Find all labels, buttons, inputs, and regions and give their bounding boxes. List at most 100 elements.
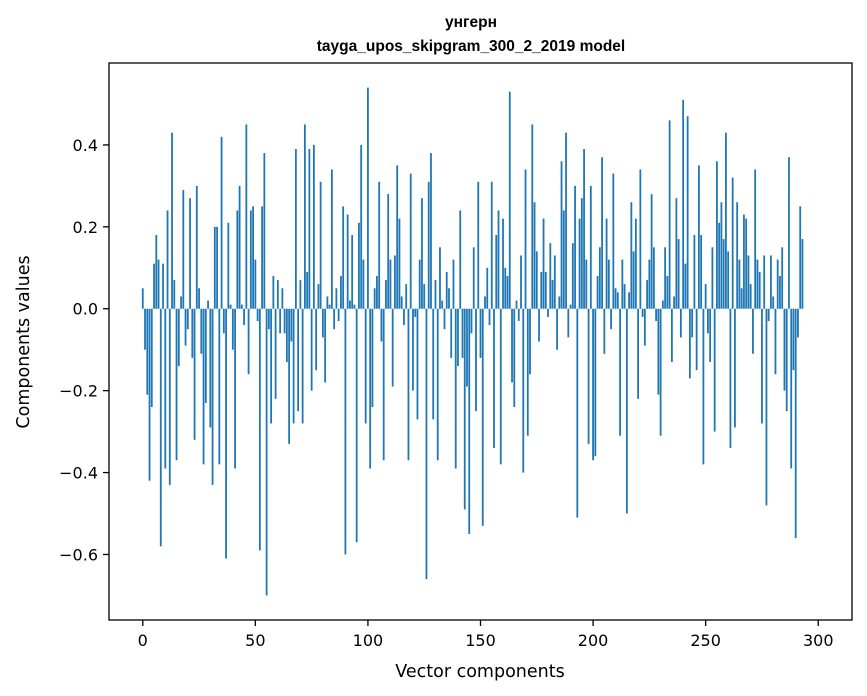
bar-179	[544, 271, 547, 309]
bar-98	[362, 259, 365, 309]
bar-66	[290, 308, 293, 342]
bar-248	[700, 235, 703, 309]
bar-216	[628, 292, 630, 309]
bar-79	[319, 181, 322, 309]
bar-252	[709, 308, 712, 362]
bar-219	[634, 218, 637, 309]
bar-120	[412, 308, 414, 391]
bar-12	[168, 308, 171, 485]
bar-27	[202, 308, 205, 465]
bar-10	[164, 308, 167, 469]
bar-260	[727, 251, 730, 309]
bar-18	[182, 189, 185, 309]
bar-290	[794, 308, 797, 539]
bar-121	[414, 308, 417, 317]
bar-288	[790, 308, 793, 469]
x-tick-label: 50	[245, 631, 265, 650]
bar-39	[229, 304, 232, 309]
bar-286	[785, 308, 788, 412]
bar-137	[450, 308, 453, 358]
bar-276	[763, 255, 766, 309]
bar-series	[141, 87, 804, 596]
bar-191	[571, 243, 574, 309]
bar-214	[623, 284, 626, 309]
bar-61	[279, 308, 282, 334]
bar-117	[405, 284, 408, 309]
bar-138	[452, 259, 455, 309]
bar-62	[281, 288, 284, 309]
bar-218	[632, 251, 635, 309]
bar-99	[364, 308, 367, 424]
bar-44	[240, 304, 243, 309]
bar-237	[675, 198, 678, 309]
bar-54	[263, 153, 266, 309]
bar-130	[434, 280, 437, 309]
bar-282	[776, 259, 779, 309]
bar-211	[616, 292, 619, 309]
bar-48	[249, 210, 252, 309]
bar-196	[583, 149, 585, 309]
bar-7	[157, 259, 160, 309]
bar-0	[141, 288, 144, 309]
bar-144	[466, 308, 468, 387]
bar-189	[567, 308, 570, 338]
bar-102	[371, 308, 374, 408]
bar-38	[227, 222, 230, 309]
x-axis-ticks: 0 50 100 150 200 250 300	[138, 620, 834, 650]
bar-52	[258, 308, 261, 551]
bar-114	[398, 218, 401, 309]
bar-251	[707, 308, 709, 334]
bar-63	[283, 308, 286, 334]
bar-72	[303, 124, 306, 309]
bar-158	[497, 210, 500, 309]
bar-201	[594, 308, 597, 457]
bar-195	[580, 198, 583, 309]
bar-267	[743, 214, 745, 309]
bar-106	[380, 308, 383, 342]
bar-253	[711, 247, 714, 309]
bar-157	[495, 235, 498, 309]
bar-100	[367, 87, 369, 309]
bar-151	[481, 308, 484, 526]
bar-249	[702, 308, 705, 465]
bar-124	[421, 198, 423, 309]
bar-47	[247, 308, 250, 375]
bar-88	[340, 275, 342, 309]
bar-24	[195, 185, 198, 309]
bar-193	[576, 308, 579, 518]
bar-153	[486, 267, 489, 309]
bar-31	[211, 308, 214, 485]
chart-title: унгерн	[445, 14, 497, 31]
bar-110	[389, 259, 392, 309]
bar-56	[267, 308, 270, 330]
bar-125	[423, 284, 426, 309]
bar-32	[213, 226, 216, 309]
bar-83	[328, 304, 331, 309]
bar-134	[443, 308, 446, 330]
bar-113	[396, 165, 399, 309]
bar-206	[605, 218, 608, 309]
bar-93	[351, 235, 354, 309]
bar-77	[315, 308, 318, 371]
bar-42	[236, 210, 239, 309]
bar-43	[238, 185, 241, 309]
bar-109	[387, 194, 390, 309]
bar-71	[301, 308, 304, 424]
bar-194	[578, 218, 581, 309]
bar-25	[198, 288, 200, 309]
bar-240	[682, 99, 685, 309]
bar-284	[781, 247, 784, 309]
bar-97	[360, 144, 363, 309]
bar-268	[745, 218, 748, 309]
bar-65	[288, 308, 291, 444]
bar-55	[265, 308, 268, 596]
bar-222	[641, 308, 644, 317]
bar-163	[508, 91, 511, 309]
bar-293	[801, 239, 804, 309]
bar-207	[607, 259, 610, 309]
bar-255	[716, 161, 718, 309]
bar-149	[477, 181, 480, 309]
bar-188	[565, 132, 567, 309]
bar-127	[427, 181, 430, 309]
